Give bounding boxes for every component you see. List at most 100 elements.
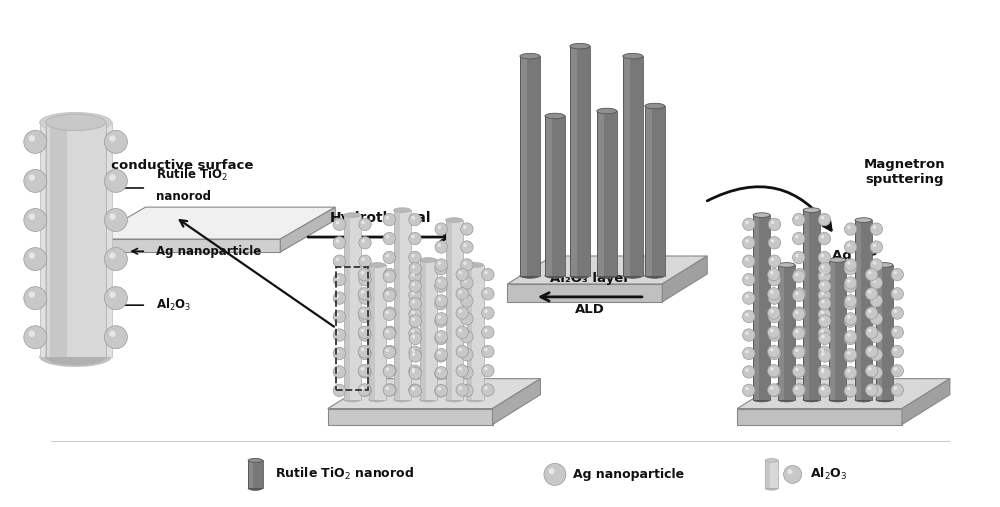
Ellipse shape	[765, 459, 778, 462]
Circle shape	[358, 384, 371, 396]
Circle shape	[821, 386, 824, 390]
Circle shape	[818, 213, 831, 226]
Circle shape	[793, 270, 805, 282]
Circle shape	[383, 270, 396, 282]
Circle shape	[771, 350, 774, 353]
Circle shape	[484, 290, 488, 294]
Circle shape	[358, 345, 371, 358]
Circle shape	[336, 369, 339, 372]
Text: Rutile TiO$_2$ nanorod: Rutile TiO$_2$ nanorod	[275, 466, 414, 483]
Circle shape	[482, 307, 494, 319]
Circle shape	[819, 367, 831, 380]
Circle shape	[793, 268, 806, 281]
Circle shape	[359, 218, 371, 231]
Circle shape	[435, 315, 447, 327]
Polygon shape	[804, 210, 809, 400]
Circle shape	[821, 300, 825, 304]
Circle shape	[768, 329, 781, 341]
Circle shape	[386, 290, 390, 294]
Circle shape	[24, 169, 47, 193]
Circle shape	[409, 384, 421, 396]
Circle shape	[484, 348, 488, 351]
Ellipse shape	[344, 213, 361, 218]
Circle shape	[768, 237, 781, 249]
Circle shape	[463, 279, 467, 283]
Circle shape	[873, 333, 876, 337]
Circle shape	[438, 369, 441, 373]
Circle shape	[438, 333, 441, 337]
Circle shape	[386, 273, 389, 276]
Circle shape	[894, 309, 897, 313]
Circle shape	[818, 365, 831, 377]
Circle shape	[743, 384, 755, 396]
Circle shape	[796, 309, 799, 313]
Circle shape	[336, 332, 339, 335]
Circle shape	[770, 271, 774, 274]
Ellipse shape	[248, 486, 263, 490]
Circle shape	[409, 263, 421, 275]
Circle shape	[844, 263, 857, 275]
Ellipse shape	[753, 213, 770, 218]
Circle shape	[438, 387, 441, 390]
Circle shape	[359, 292, 371, 304]
Circle shape	[361, 386, 364, 390]
Circle shape	[438, 351, 441, 354]
Circle shape	[868, 348, 872, 351]
Circle shape	[743, 273, 755, 286]
Ellipse shape	[803, 208, 820, 212]
Circle shape	[333, 218, 346, 231]
Ellipse shape	[829, 258, 846, 262]
Circle shape	[409, 350, 421, 362]
Circle shape	[847, 333, 851, 337]
Polygon shape	[91, 207, 335, 239]
Circle shape	[333, 347, 346, 359]
Circle shape	[456, 345, 468, 358]
Circle shape	[438, 279, 441, 283]
Circle shape	[383, 308, 396, 320]
Circle shape	[358, 326, 371, 339]
Polygon shape	[545, 116, 565, 275]
Circle shape	[793, 345, 806, 358]
Circle shape	[868, 329, 872, 332]
Circle shape	[847, 300, 850, 304]
Circle shape	[29, 213, 35, 220]
Circle shape	[386, 386, 389, 390]
Circle shape	[437, 282, 441, 286]
Ellipse shape	[420, 258, 437, 262]
Circle shape	[768, 307, 780, 319]
Polygon shape	[467, 265, 484, 400]
Circle shape	[795, 368, 799, 371]
Circle shape	[109, 331, 116, 337]
Circle shape	[745, 258, 749, 261]
Circle shape	[821, 273, 824, 276]
Polygon shape	[830, 260, 835, 400]
Polygon shape	[421, 260, 426, 400]
Circle shape	[768, 218, 781, 231]
Circle shape	[796, 386, 799, 390]
Circle shape	[409, 327, 421, 340]
Circle shape	[24, 247, 47, 271]
Circle shape	[336, 276, 339, 279]
Circle shape	[409, 315, 421, 327]
Polygon shape	[754, 215, 759, 400]
Circle shape	[847, 297, 851, 301]
Circle shape	[796, 367, 799, 371]
Circle shape	[868, 309, 872, 313]
Circle shape	[771, 221, 774, 224]
Circle shape	[821, 368, 824, 371]
Circle shape	[386, 330, 389, 333]
Circle shape	[482, 326, 494, 339]
Circle shape	[795, 254, 799, 258]
Circle shape	[383, 384, 396, 396]
Circle shape	[461, 241, 473, 253]
Circle shape	[795, 216, 799, 220]
Circle shape	[847, 369, 851, 373]
Circle shape	[793, 384, 806, 396]
Circle shape	[847, 279, 851, 283]
Circle shape	[109, 252, 116, 259]
Circle shape	[793, 327, 805, 340]
Circle shape	[793, 346, 805, 358]
Circle shape	[384, 307, 396, 319]
Circle shape	[745, 239, 749, 243]
Circle shape	[768, 365, 780, 377]
